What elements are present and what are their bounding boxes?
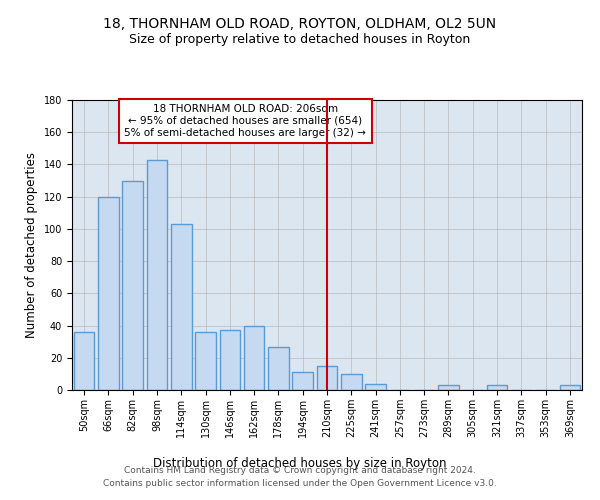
Text: Contains HM Land Registry data © Crown copyright and database right 2024.
Contai: Contains HM Land Registry data © Crown c… [103,466,497,487]
Bar [146,160,167,390]
Bar [74,332,94,390]
Bar [365,384,386,390]
Bar [220,330,240,390]
Bar [171,224,191,390]
Bar [438,385,459,390]
Bar [487,385,508,390]
Bar [268,346,289,390]
Text: Distribution of detached houses by size in Royton: Distribution of detached houses by size … [153,458,447,470]
Text: 18, THORNHAM OLD ROAD, ROYTON, OLDHAM, OL2 5UN: 18, THORNHAM OLD ROAD, ROYTON, OLDHAM, O… [103,18,497,32]
Text: Size of property relative to detached houses in Royton: Size of property relative to detached ho… [130,32,470,46]
Text: 18 THORNHAM OLD ROAD: 206sqm
← 95% of detached houses are smaller (654)
5% of se: 18 THORNHAM OLD ROAD: 206sqm ← 95% of de… [124,104,367,138]
Bar [317,366,337,390]
Bar [292,372,313,390]
Y-axis label: Number of detached properties: Number of detached properties [25,152,38,338]
Bar [560,385,580,390]
Bar [341,374,362,390]
Bar [122,180,143,390]
Bar [195,332,216,390]
Bar [244,326,265,390]
Bar [98,196,119,390]
